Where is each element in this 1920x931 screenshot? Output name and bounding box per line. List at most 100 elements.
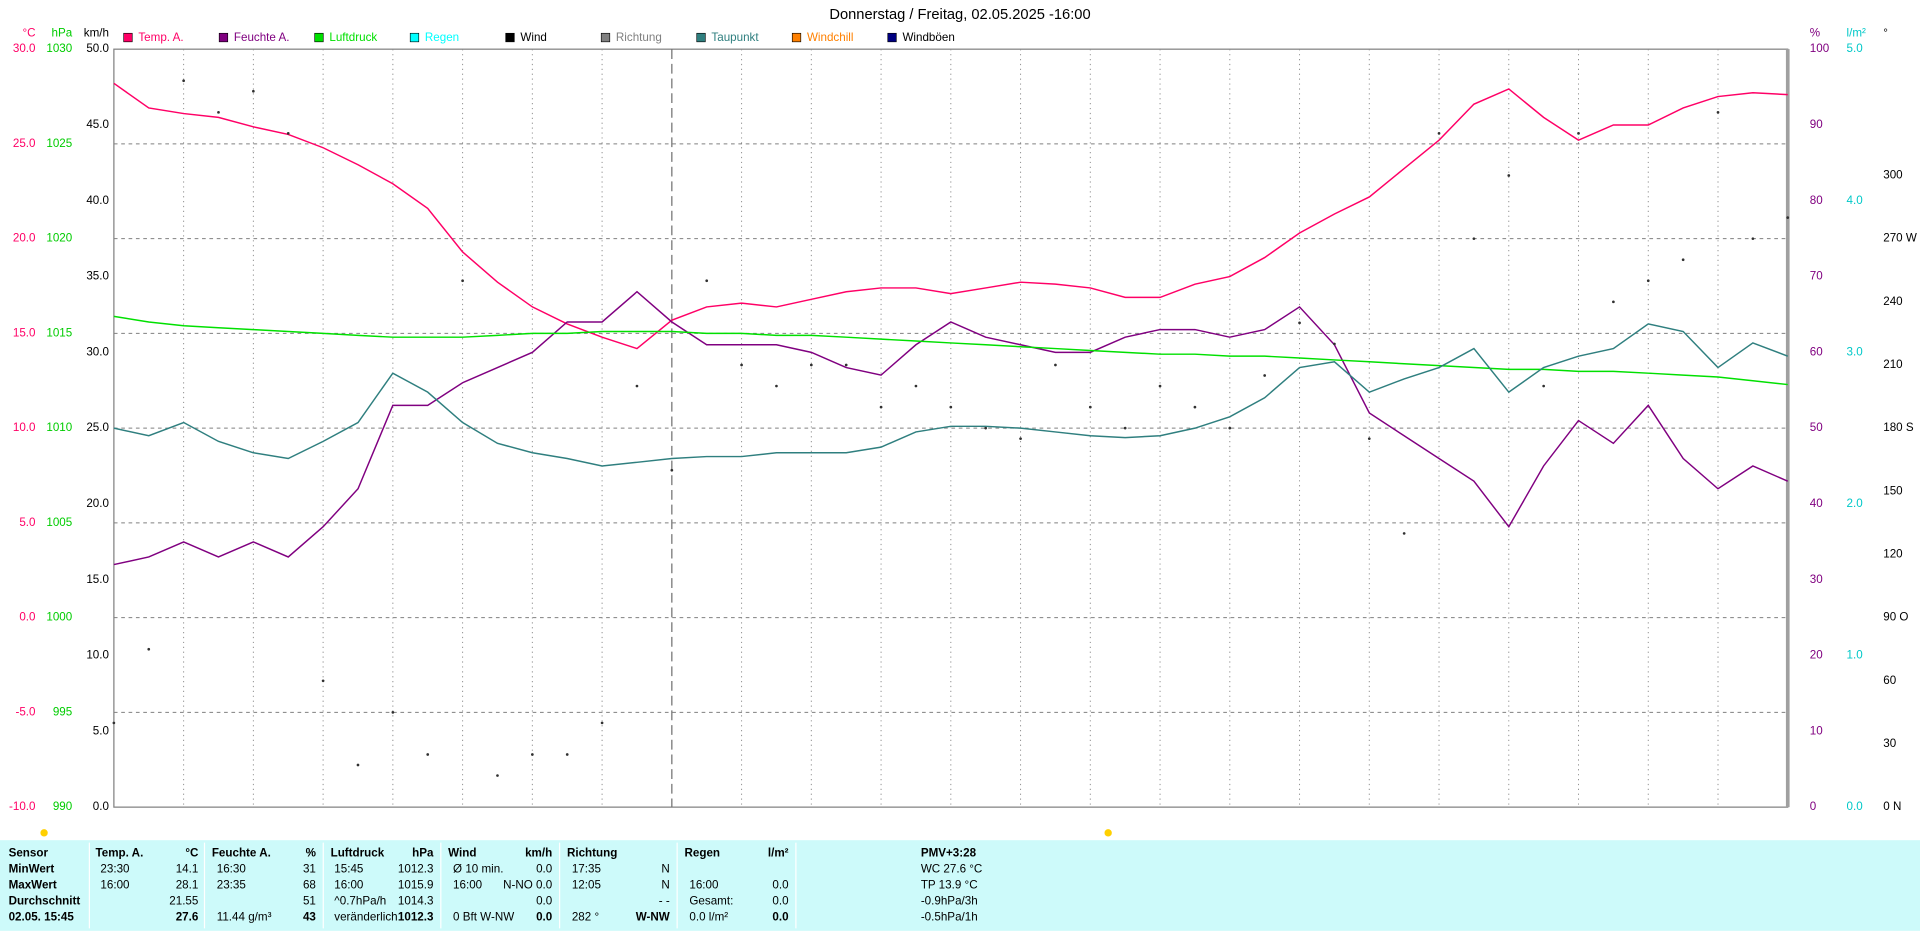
y-tick-label: 30.0 <box>86 345 109 358</box>
table-cell: 23:30 <box>100 863 130 876</box>
series-dot <box>1367 437 1371 441</box>
table-unit: km/h <box>525 847 552 860</box>
chart-title: Donnerstag / Freitag, 02.05.2025 -16:00 <box>829 7 1090 23</box>
y-tick-label: 1005 <box>46 516 72 529</box>
legend-swatch <box>887 32 897 43</box>
series-dot <box>252 89 255 93</box>
y-tick-label: 90 <box>1810 118 1823 131</box>
table-cell: 51 <box>303 894 316 907</box>
y-tick-label: 40 <box>1810 497 1823 510</box>
series-dot <box>1716 110 1720 114</box>
series-dot <box>496 774 499 777</box>
table-extra: -0.9hPa/3h <box>921 894 978 907</box>
table-cell: 23:35 <box>217 879 246 892</box>
series-dot <box>1123 426 1127 430</box>
series-dot <box>1402 532 1406 535</box>
y-tick-label: 150 <box>1883 484 1903 497</box>
series-dot <box>740 363 743 367</box>
y-tick-label: 1000 <box>46 611 72 624</box>
series-dot <box>217 110 220 114</box>
series-dot <box>1612 300 1615 304</box>
table-header: Luftdruck <box>331 847 385 860</box>
legend-swatch <box>409 32 420 43</box>
table-cell: 0 Bft W-NW <box>453 910 514 923</box>
series-dot <box>1054 363 1057 367</box>
y-tick-label: 50 <box>1810 421 1823 434</box>
y-tick-label: 10.0 <box>86 649 109 662</box>
y-tick-label: 15.0 <box>13 326 36 339</box>
axis-title: hPa <box>52 26 73 39</box>
y-tick-label: 30 <box>1883 737 1896 750</box>
series-dot <box>1646 279 1650 283</box>
series-dot <box>1228 426 1232 430</box>
table-row-label: Durchschnitt <box>9 894 81 907</box>
table-cell: 1012.3 <box>398 910 434 923</box>
series-dot <box>1681 258 1685 262</box>
legend-swatch <box>123 32 133 43</box>
y-tick-label: 1030 <box>46 42 72 55</box>
y-tick-label: 0 N <box>1883 800 1901 813</box>
series-dot <box>286 132 290 135</box>
legend-label: Regen <box>425 31 459 44</box>
table-cell: 16:00 <box>453 879 483 892</box>
table-unit: % <box>306 847 317 860</box>
y-tick-label: 1015 <box>46 326 72 339</box>
series-dot <box>1577 132 1580 135</box>
series-line <box>113 315 1788 386</box>
series-dot <box>635 384 639 388</box>
series-dot <box>321 679 325 683</box>
table-cell: - - <box>659 894 670 907</box>
y-tick-label: 35.0 <box>86 270 109 283</box>
series-dot <box>531 753 534 756</box>
y-tick-label: 990 <box>53 800 73 813</box>
y-tick-label: 270 W <box>1883 232 1917 245</box>
legend-swatch <box>218 32 229 43</box>
series-dot <box>1472 237 1476 241</box>
table-cell: W-NW <box>636 910 670 923</box>
series-dot <box>879 405 883 409</box>
y-tick-label: 240 <box>1883 295 1903 308</box>
series-dot <box>147 647 151 651</box>
table-cell: 1012.3 <box>398 863 434 876</box>
table-cell: N <box>661 879 669 892</box>
table-cell: 1015.9 <box>398 879 434 892</box>
table-cell: 14.1 <box>176 863 199 876</box>
axis-title: km/h <box>84 26 109 39</box>
series-dot <box>1088 405 1092 409</box>
y-tick-label: 120 <box>1883 548 1903 561</box>
table-cell: 0.0 <box>536 894 553 907</box>
table-cell: 0.0 <box>772 879 789 892</box>
legend-swatch <box>314 32 324 43</box>
table-unit: °C <box>185 847 199 860</box>
series-dot <box>356 763 360 767</box>
table-extra: TP 13.9 °C <box>921 879 978 892</box>
legend-label: Windböen <box>902 31 954 44</box>
y-tick-label: 0 <box>1810 800 1817 813</box>
table-cell: 43 <box>303 910 316 923</box>
y-tick-label: 25.0 <box>13 137 36 150</box>
table-cell: Ø 10 min. <box>453 863 503 876</box>
series-dot <box>1298 321 1301 325</box>
table-extra: PMV+3:28 <box>921 847 977 860</box>
y-tick-label: 0.0 <box>1847 800 1864 813</box>
y-tick-label: 5.0 <box>19 516 36 529</box>
series-dot <box>112 721 116 725</box>
table-cell: 17:35 <box>572 863 601 876</box>
series-dot <box>1019 437 1022 441</box>
y-tick-label: 5.0 <box>1847 42 1864 55</box>
table-header: Feuchte A. <box>212 847 271 860</box>
series-dot <box>1751 237 1755 241</box>
y-tick-label: 5.0 <box>93 724 110 737</box>
y-tick-label: 80 <box>1810 194 1823 207</box>
legend-label: Temp. A. <box>138 31 183 44</box>
y-tick-label: 10 <box>1810 724 1823 737</box>
y-tick-label: 100 <box>1810 42 1830 55</box>
y-tick-label: 300 <box>1883 169 1903 182</box>
axis-title: l/m² <box>1847 26 1866 39</box>
series-dot <box>182 79 185 83</box>
legend-label: Feuchte A. <box>234 31 290 44</box>
sun-icon <box>40 829 48 837</box>
axis-title: % <box>1810 26 1820 39</box>
table-cell: 0.0 <box>772 910 788 923</box>
